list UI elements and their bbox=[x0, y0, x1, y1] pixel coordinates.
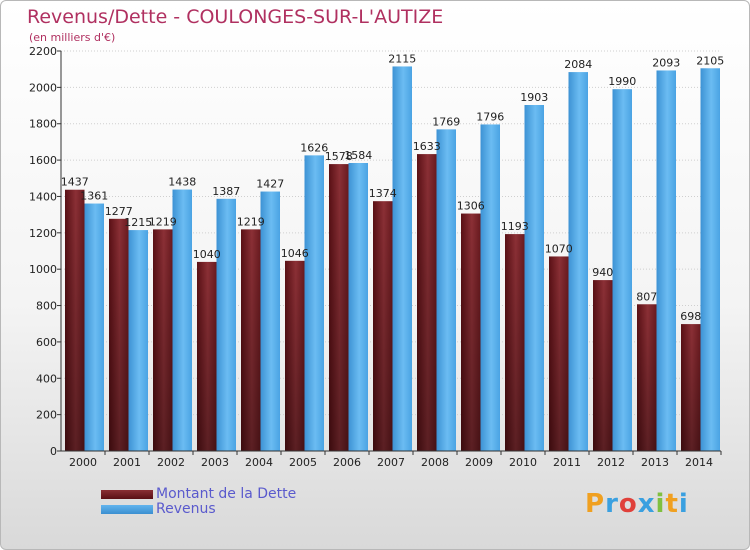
legend-label-revenue: Revenus bbox=[156, 501, 216, 517]
y-tick-label: 1400 bbox=[29, 190, 57, 203]
bar-shade-debt bbox=[461, 213, 481, 451]
x-tick-label: 2000 bbox=[69, 456, 97, 469]
data-label-debt: 1578 bbox=[325, 150, 353, 163]
y-tick-label: 1000 bbox=[29, 263, 57, 276]
bar-revenue bbox=[480, 124, 500, 452]
x-tick-label: 2013 bbox=[641, 456, 669, 469]
bar-revenue bbox=[700, 68, 720, 451]
data-label-revenue: 1584 bbox=[344, 149, 372, 162]
y-tick-label: 0 bbox=[50, 445, 57, 458]
x-tick-label: 2012 bbox=[597, 456, 625, 469]
bar-revenue bbox=[260, 191, 280, 451]
data-label-revenue: 2115 bbox=[388, 52, 416, 65]
data-label-debt: 940 bbox=[592, 266, 613, 279]
y-tick-label: 600 bbox=[36, 336, 57, 349]
data-label-debt: 1040 bbox=[193, 248, 221, 261]
y-tick-label: 1600 bbox=[29, 154, 57, 167]
x-tick-label: 2008 bbox=[421, 456, 449, 469]
data-label-revenue: 1387 bbox=[212, 185, 240, 198]
data-label-debt: 1193 bbox=[501, 220, 529, 233]
data-label-revenue: 1438 bbox=[168, 176, 196, 189]
legend-swatch-debt bbox=[101, 490, 153, 499]
x-tick-label: 2003 bbox=[201, 456, 229, 469]
data-label-debt: 1046 bbox=[281, 247, 309, 260]
x-tick-label: 2002 bbox=[157, 456, 185, 469]
legend-label-debt: Montant de la Dette bbox=[156, 486, 297, 502]
chart-title: Revenus/Dette - COULONGES-SUR-L'AUTIZE bbox=[27, 6, 444, 28]
data-label-revenue: 1769 bbox=[432, 115, 460, 128]
bar-shade-debt bbox=[329, 164, 349, 451]
y-tick-label: 2000 bbox=[29, 81, 57, 94]
x-tick-label: 2007 bbox=[377, 456, 405, 469]
bar-shade-debt bbox=[637, 304, 657, 451]
bar-shade-debt bbox=[549, 256, 569, 451]
y-tick-label: 200 bbox=[36, 409, 57, 422]
bar-shade-debt bbox=[197, 261, 217, 451]
data-label-debt: 698 bbox=[680, 310, 701, 323]
bar-shade-debt bbox=[681, 324, 701, 451]
bar-shade-debt bbox=[593, 280, 613, 451]
bar-shade-debt bbox=[505, 234, 525, 451]
bar-revenue bbox=[172, 189, 192, 451]
bar-shade-debt bbox=[285, 260, 305, 451]
bar-revenue bbox=[84, 203, 104, 451]
data-label-debt: 807 bbox=[636, 290, 657, 303]
data-label-debt: 1277 bbox=[105, 205, 133, 218]
x-tick-label: 2014 bbox=[685, 456, 713, 469]
bar-revenue bbox=[612, 89, 632, 451]
data-label-debt: 1306 bbox=[457, 200, 485, 213]
data-label-revenue: 1626 bbox=[300, 141, 328, 154]
data-label-revenue: 1361 bbox=[80, 190, 108, 203]
data-label-debt: 1633 bbox=[413, 140, 441, 153]
bar-shade-debt bbox=[241, 229, 261, 451]
bar-shade-debt bbox=[373, 201, 393, 451]
x-tick-label: 2011 bbox=[553, 456, 581, 469]
bar-shade-debt bbox=[153, 229, 173, 451]
bar-shade-debt bbox=[65, 189, 85, 451]
x-tick-label: 2005 bbox=[289, 456, 317, 469]
proxiti-logo: Proxiti bbox=[585, 489, 689, 519]
bar-revenue bbox=[304, 155, 324, 451]
bar-revenue bbox=[348, 163, 368, 451]
bar-shade-debt bbox=[109, 218, 129, 451]
chart-subtitle: (en milliers d'€) bbox=[29, 31, 116, 44]
x-tick-label: 2009 bbox=[465, 456, 493, 469]
y-tick-label: 2200 bbox=[29, 45, 57, 58]
data-label-revenue: 1796 bbox=[476, 110, 504, 123]
data-label-revenue: 2105 bbox=[696, 54, 724, 67]
y-tick-label: 400 bbox=[36, 372, 57, 385]
x-tick-label: 2010 bbox=[509, 456, 537, 469]
bar-revenue bbox=[392, 66, 412, 452]
bar-revenue bbox=[128, 230, 148, 451]
data-label-revenue: 1903 bbox=[520, 91, 548, 104]
bar-revenue bbox=[524, 105, 544, 451]
bar-shade-debt bbox=[417, 154, 437, 451]
legend-swatch-revenue bbox=[101, 505, 153, 514]
data-label-debt: 1437 bbox=[61, 176, 89, 189]
bar-revenue bbox=[568, 72, 588, 451]
bar-revenue bbox=[656, 70, 676, 452]
data-label-debt: 1374 bbox=[369, 187, 397, 200]
data-label-debt: 1070 bbox=[545, 242, 573, 255]
data-label-debt: 1219 bbox=[237, 215, 265, 228]
data-label-revenue: 1427 bbox=[256, 178, 284, 191]
data-label-revenue: 2093 bbox=[652, 56, 680, 69]
x-tick-label: 2001 bbox=[113, 456, 141, 469]
data-label-revenue: 2084 bbox=[564, 58, 592, 71]
y-tick-label: 1200 bbox=[29, 227, 57, 240]
data-label-revenue: 1215 bbox=[124, 216, 152, 229]
data-label-debt: 1219 bbox=[149, 215, 177, 228]
y-tick-label: 1800 bbox=[29, 118, 57, 131]
x-tick-label: 2006 bbox=[333, 456, 361, 469]
bar-revenue bbox=[216, 198, 236, 451]
data-label-revenue: 1990 bbox=[608, 75, 636, 88]
x-tick-label: 2004 bbox=[245, 456, 273, 469]
bar-revenue bbox=[436, 129, 456, 451]
y-tick-label: 800 bbox=[36, 300, 57, 313]
